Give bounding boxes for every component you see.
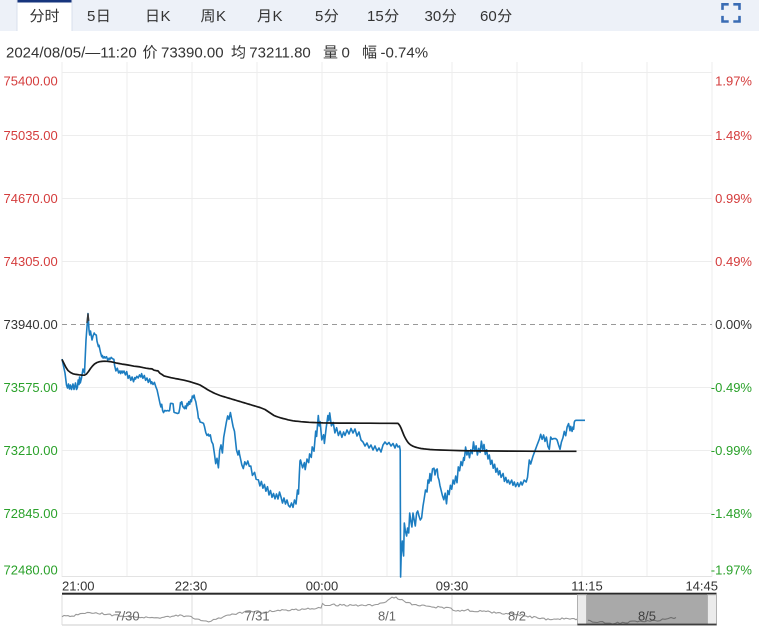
svg-text:7/30: 7/30 — [114, 609, 139, 624]
svg-text:-0.99%: -0.99% — [711, 443, 753, 458]
svg-text:21:00: 21:00 — [62, 579, 95, 594]
svg-text:73940.00: 73940.00 — [4, 317, 58, 332]
svg-text:0.99%: 0.99% — [715, 191, 752, 206]
svg-text:0.00%: 0.00% — [715, 317, 752, 332]
svg-text:73390.00: 73390.00 — [161, 45, 224, 62]
svg-text:15: 15 — [367, 8, 384, 25]
svg-text:73210.00: 73210.00 — [4, 443, 58, 458]
svg-text:0: 0 — [342, 45, 350, 62]
svg-text:0.49%: 0.49% — [715, 254, 752, 269]
svg-text:73211.80: 73211.80 — [249, 45, 310, 62]
svg-text:74670.00: 74670.00 — [4, 191, 58, 206]
svg-text:8/1: 8/1 — [378, 609, 396, 624]
svg-text:K: K — [216, 8, 226, 25]
svg-text:11:15: 11:15 — [571, 579, 603, 594]
svg-text:14:45: 14:45 — [685, 579, 718, 594]
svg-text:00:00: 00:00 — [306, 579, 339, 594]
svg-text:1.48%: 1.48% — [715, 128, 752, 143]
svg-text:-1.97%: -1.97% — [711, 563, 753, 578]
svg-text:-0.74%: -0.74% — [381, 45, 429, 62]
svg-text:74305.00: 74305.00 — [4, 254, 58, 269]
svg-text:-0.49%: -0.49% — [711, 380, 753, 395]
svg-text:K: K — [273, 8, 283, 25]
svg-text:2024/08/05/—11:20: 2024/08/05/—11:20 — [6, 45, 137, 62]
svg-text:72845.00: 72845.00 — [4, 506, 58, 521]
svg-text:09:30: 09:30 — [436, 579, 469, 594]
svg-text:-1.48%: -1.48% — [711, 506, 753, 521]
svg-text:22:30: 22:30 — [175, 579, 208, 594]
svg-text:75035.00: 75035.00 — [4, 128, 58, 143]
svg-text:8/5: 8/5 — [638, 609, 656, 624]
svg-text:1.97%: 1.97% — [715, 74, 752, 89]
svg-text:8/2: 8/2 — [508, 609, 526, 624]
svg-text:5: 5 — [87, 8, 95, 25]
svg-text:K: K — [161, 8, 171, 25]
svg-text:30: 30 — [425, 8, 442, 25]
svg-text:5: 5 — [315, 8, 323, 25]
svg-text:60: 60 — [480, 8, 497, 25]
svg-text:75400.00: 75400.00 — [4, 74, 58, 89]
svg-text:7/31: 7/31 — [244, 609, 269, 624]
svg-text:73575.00: 73575.00 — [4, 380, 58, 395]
svg-text:72480.00: 72480.00 — [4, 563, 58, 578]
